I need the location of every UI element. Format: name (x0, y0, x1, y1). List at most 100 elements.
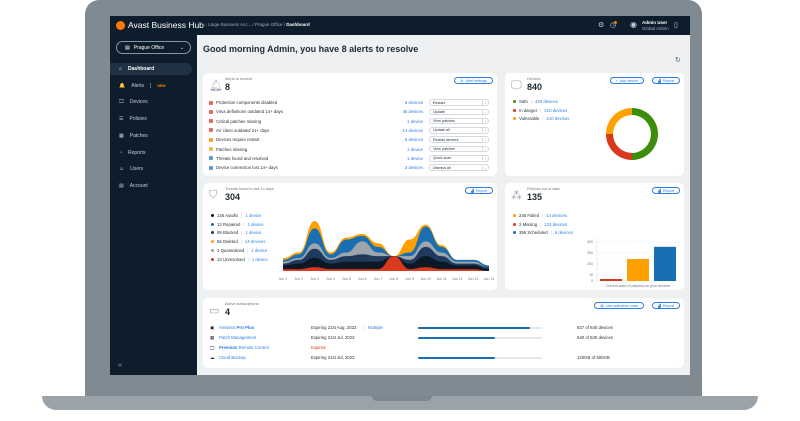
subscription-name-link[interactable]: Patch Management (219, 335, 256, 340)
legend-item: Vulnerable | 210 devices (513, 116, 569, 121)
alert-action-select[interactable]: Restart devices ⌄ (429, 136, 489, 143)
alert-action-value: View patches (433, 119, 455, 124)
sidebar-item-reports[interactable]: ◔ Reports (110, 147, 192, 159)
gear-icon[interactable]: ⚙ (598, 22, 605, 29)
x-tick-label: Jun 4 (326, 277, 335, 281)
subscription-icon: 🖵 (210, 345, 215, 350)
breadcrumb-account[interactable]: Large Business Acc... (207, 22, 252, 27)
chevron-down-icon: ⌄ (482, 128, 488, 133)
monitor-icon: 🖵 (511, 79, 522, 91)
alerts-count: 8 (225, 82, 231, 92)
alert-action-value: Quick scan (433, 156, 452, 161)
alert-action-select[interactable]: Update ⌄ (429, 108, 489, 116)
legend-devices-link[interactable]: 123 devices (544, 221, 568, 227)
legend-devices-link[interactable]: 1 device (245, 213, 262, 218)
alert-action-value: Update all (433, 128, 450, 133)
legend-devices-link[interactable]: 14 devices (546, 213, 567, 218)
subscription-name-link[interactable]: Cloud Backup (219, 355, 246, 360)
sidebar-item-alerts[interactable]: 🔔 Alerts | NEW (110, 80, 192, 92)
alert-type-icon (209, 137, 213, 142)
subscription-expiry: Expiring 21st Aug, 2022 (311, 325, 357, 330)
legend-item: 56 Deleted | 14 devices (211, 239, 265, 244)
legend-devices-link[interactable]: 1 device (251, 247, 268, 253)
threats-count: 304 (225, 192, 241, 202)
x-tick-label: Jun 7 (374, 277, 383, 281)
alert-action-select[interactable]: Quick scan ⌄ (429, 155, 489, 162)
office-selector[interactable]: ▤ Prague Office ⌄ (116, 41, 191, 54)
legend-devices-link[interactable]: 14 devices (244, 239, 266, 245)
threats-report-button[interactable]: ▟ Report (465, 187, 493, 194)
add-device-button[interactable]: + Add device (609, 77, 644, 84)
user-menu[interactable]: Admin User Global Admin (642, 20, 669, 31)
alert-action-select[interactable]: Update all ⌄ (429, 127, 489, 134)
alert-text: Virus definitions outdated 14+ days (216, 109, 283, 115)
threats-label: Threats found in last 14 days (225, 187, 274, 191)
legend-devices-link[interactable]: 6 devices (554, 230, 573, 236)
collapse-sidebar-icon[interactable]: « (118, 362, 122, 369)
alert-devices-link[interactable]: 1 device (406, 155, 423, 161)
alert-type-icon (209, 156, 213, 161)
devices-report-button[interactable]: ▟ Report (652, 77, 680, 84)
notification-clock-icon[interactable]: ◷ (610, 21, 618, 29)
logo[interactable]: Avast Business Hub (116, 20, 204, 30)
legend-devices-link[interactable]: 1 device (251, 256, 268, 262)
sidebar-item-users[interactable]: ☺ Users (110, 163, 192, 175)
y-tick-label: 200 (587, 262, 593, 266)
x-tick-label: Jun 13 (468, 277, 479, 281)
subscription-icon: ▣ (210, 325, 215, 330)
legend-devices-link[interactable]: 1 device (247, 221, 264, 227)
legend-devices-link[interactable]: 210 devices (546, 116, 570, 122)
legend-devices-link[interactable]: 420 devices (534, 99, 558, 104)
alert-devices-link[interactable]: 3 devices (404, 165, 423, 171)
sidebar-item-patches[interactable]: ▦ Patches (110, 130, 192, 142)
sidebar-item-policies[interactable]: ☰ Policies (110, 113, 192, 125)
sidebar-item-account[interactable]: ▤ Account (110, 180, 192, 192)
subscription-multiple-link[interactable]: Multiple (368, 325, 383, 330)
separator: | (540, 107, 542, 113)
usage-fill (418, 327, 530, 330)
alert-action-select[interactable]: Restart ⌄ (429, 99, 489, 106)
alerts-label: Alerts to resolve (225, 77, 253, 81)
alert-devices-link[interactable]: 45 devices (402, 109, 423, 115)
alert-devices-link[interactable]: 6 devices (404, 100, 423, 105)
legend-devices-link[interactable]: 1 device (245, 230, 262, 236)
alert-devices-link[interactable]: 1 device (406, 118, 423, 124)
apps-icon[interactable]: ▯ (674, 22, 678, 29)
y-tick-label: 400 (587, 240, 593, 244)
avatar-icon[interactable]: ◉ (630, 20, 637, 29)
account-icon: ▤ (119, 182, 124, 189)
subscription-expiry: Expired (311, 345, 326, 350)
alert-action-select[interactable]: View patches ⌄ (429, 145, 489, 153)
sidebar-item-devices[interactable]: 🖵 Devices (110, 96, 192, 108)
x-tick-label: Jun 10 (420, 277, 431, 281)
screen: Avast Business Hub ⌂ Large Business Acc.… (110, 16, 690, 375)
alert-action-select[interactable]: View patches ⌄ (429, 117, 489, 125)
alert-row: Devices require restart 6 devices Restart … (209, 135, 493, 144)
alert-devices-link[interactable]: 14 devices (402, 127, 423, 133)
legend-devices-link[interactable]: 210 devices (544, 107, 568, 113)
legend-item: 2 Quarantined | 1 device (211, 248, 267, 253)
legend-label: 245 Failed (519, 213, 540, 218)
alert-devices-link[interactable]: 6 devices (404, 137, 423, 143)
subscriptions-report-button[interactable]: ▟ Report (652, 302, 680, 309)
alert-devices-link[interactable]: 1 device (406, 146, 423, 152)
activation-code-button[interactable]: ▤ Use activation code (594, 302, 644, 309)
alert-type-icon (209, 147, 213, 151)
alert-settings-button[interactable]: ⚙ Alert settings (454, 77, 493, 84)
bell-icon: 🔔︎ (209, 80, 223, 92)
patches-report-button[interactable]: ▟ Report (652, 187, 680, 194)
avast-logo-icon (116, 20, 125, 30)
legend-dot (211, 240, 214, 244)
legend-label: Safe (519, 99, 528, 104)
subscription-name-link[interactable]: Premium Remote Control (219, 345, 269, 350)
devices-card: 🖵 Devices 840 + Add device ▟ Report Safe | 4… (505, 73, 684, 176)
subscription-name-link[interactable]: Antivirus Pro Plus (219, 325, 254, 330)
donut-slice (632, 108, 658, 160)
refresh-icon[interactable]: ↻ (675, 57, 681, 64)
breadcrumb-office[interactable]: Prague Office (255, 22, 283, 27)
subscription-expiry: Expiring 21st Jul, 2022 (311, 355, 355, 360)
sidebar-item-dashboard[interactable]: ⌂ Dashboard (110, 63, 192, 75)
threats-card: ⛉ Threats found in last 14 days 304 ▟ Rep… (203, 183, 497, 290)
legend-dot (211, 257, 214, 261)
alert-action-select[interactable]: Dismiss all ⌄ (429, 164, 489, 171)
